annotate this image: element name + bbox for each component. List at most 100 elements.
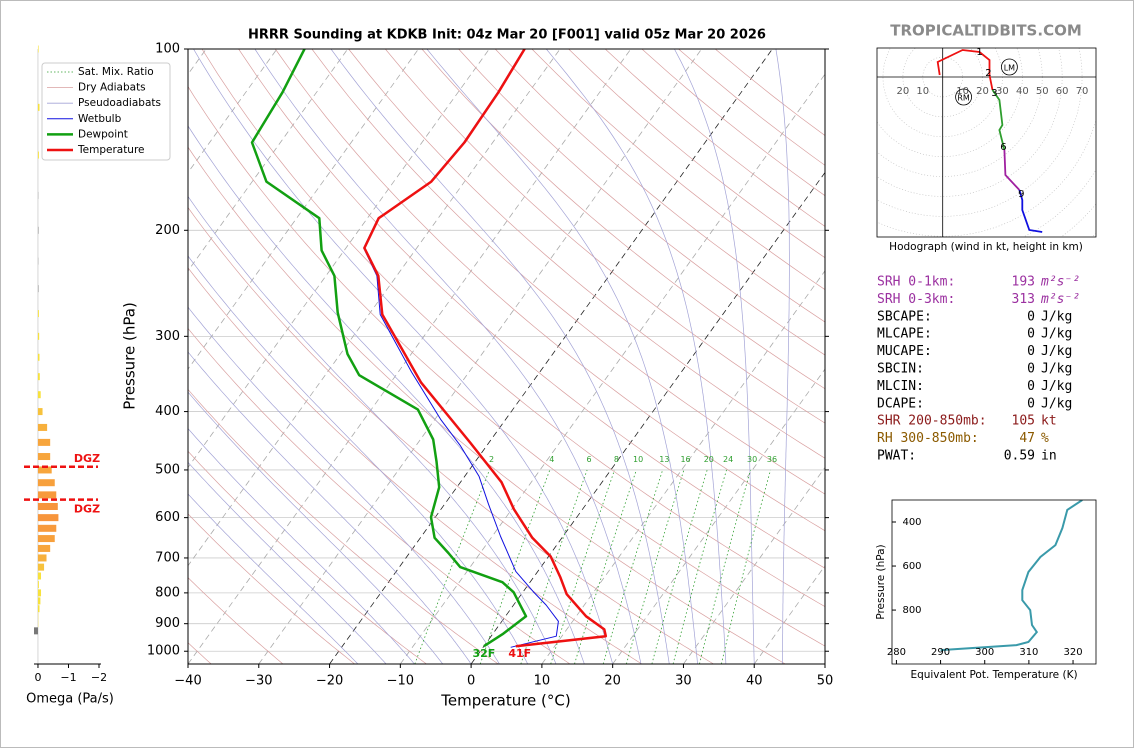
x-tick-label: 50 xyxy=(817,674,834,689)
legend-label: Sat. Mix. Ratio xyxy=(78,66,154,78)
stat-value: 0 xyxy=(1027,396,1035,411)
hodo-height-label: 9 xyxy=(1018,189,1024,200)
hodograph-plot: 20 10 10 20 30 40 50 60 70 123 6 9 RM LM xyxy=(877,47,1096,237)
y-tick-label: 700 xyxy=(155,550,180,565)
omega-bar xyxy=(37,479,55,487)
dry-adiabat xyxy=(188,146,786,664)
omega-bar xyxy=(37,151,39,159)
omega-bar xyxy=(37,563,45,571)
stat-label: SHR 200-850mb: xyxy=(877,414,987,429)
dry-adiabat xyxy=(188,450,427,664)
dry-adiabat xyxy=(188,577,284,664)
hodo-height-label: 6 xyxy=(1000,142,1006,153)
mixing-ratio-line xyxy=(651,469,708,664)
chart-title: HRRR Sounding at KDKB Init: 04z Mar 20 [… xyxy=(248,28,766,43)
y-tick-label: 500 xyxy=(155,462,180,477)
stat-unit: m²s⁻² xyxy=(1040,292,1080,307)
thetae-frame xyxy=(891,499,1097,665)
logo: TROPICALTIDBITS.COM xyxy=(890,22,1082,40)
hodo-height-label: 1 xyxy=(976,47,982,58)
stat-value: 0 xyxy=(1027,362,1035,377)
stat-value: 0 xyxy=(1027,309,1035,324)
dry-adiabat xyxy=(458,49,825,356)
omega-label: Omega (Pa/s) xyxy=(26,692,114,707)
profile-line xyxy=(363,49,608,648)
dry-adiabat xyxy=(188,206,714,664)
dry-adiabat xyxy=(188,513,355,664)
hodo-trace xyxy=(1018,189,1043,233)
omega-tick-label: 0 xyxy=(34,671,41,684)
y-tick-label: 600 xyxy=(155,510,180,525)
stat-value: 313 xyxy=(1012,292,1035,307)
omega-bar xyxy=(37,45,39,53)
dry-adiabat xyxy=(188,85,825,647)
stat-unit: in xyxy=(1041,449,1057,464)
dry-adiabat xyxy=(201,49,825,608)
stat-label: MLCIN: xyxy=(877,379,924,394)
dry-adiabat xyxy=(238,49,825,569)
pseudoadiabat xyxy=(674,49,755,664)
hodo-frame xyxy=(876,47,1097,238)
stat-label: RH 300-850mb: xyxy=(877,431,979,446)
mixing-ratio-label: 6 xyxy=(586,455,591,464)
hodo-tick-label: 20 xyxy=(976,86,989,97)
hodo-tick-label: 10 xyxy=(916,86,929,97)
hodo-tick-label: 10 xyxy=(956,86,969,97)
omega-bar xyxy=(37,408,43,416)
x-axis-label: Temperature (°C) xyxy=(440,692,570,710)
mixing-ratio-line xyxy=(602,469,664,664)
hodo-height-label: 3 xyxy=(991,88,997,99)
dgz-label: DGZ xyxy=(74,503,100,516)
omega-bar xyxy=(37,285,39,293)
mixing-ratio-label: 8 xyxy=(614,455,619,464)
pseudoadiabat xyxy=(775,49,790,664)
isotherm xyxy=(400,73,825,664)
storm-motion xyxy=(955,88,973,106)
omega-bar xyxy=(37,503,58,511)
stat-label: DCAPE: xyxy=(877,396,924,411)
stat-label: SBCAPE: xyxy=(877,309,932,324)
legend-box xyxy=(41,62,171,161)
stat-label: PWAT: xyxy=(877,449,916,464)
y-tick-label: 200 xyxy=(155,223,180,238)
mixing-ratio-line xyxy=(720,469,771,664)
pseudoadiabat xyxy=(188,461,387,664)
plot-frame xyxy=(187,48,826,665)
x-tick-label: 30 xyxy=(675,674,692,689)
thetae-x-tick-label: 290 xyxy=(931,647,950,658)
isotherm xyxy=(188,49,490,469)
mixing-ratio-label: 24 xyxy=(723,455,733,464)
y-tick-label: 300 xyxy=(155,329,180,344)
omega-bar xyxy=(37,310,39,318)
surface-dewpoint-label: 32F xyxy=(472,647,495,660)
stat-unit: J/kg xyxy=(1041,327,1072,342)
pseudoadiabat xyxy=(330,49,670,664)
dry-adiabat xyxy=(275,49,825,532)
omega-bar xyxy=(37,453,51,461)
stat-value: 0 xyxy=(1027,344,1035,359)
hodo-height-label: 2 xyxy=(985,68,991,79)
skewt-plot: 2 4 6 8 10 13 16 20 24 30 36 xyxy=(188,49,825,664)
legend-label: Dewpoint xyxy=(78,128,128,140)
mixing-ratio-label: 20 xyxy=(704,455,714,464)
y-tick-label: 400 xyxy=(155,404,180,419)
stat-value: 105 xyxy=(1012,414,1035,429)
x-tick-label: 0 xyxy=(467,674,475,689)
omega-bar xyxy=(37,226,39,234)
x-tick-label: −10 xyxy=(387,674,414,689)
stat-value: 193 xyxy=(1012,275,1035,290)
omega-bar xyxy=(37,554,47,562)
hodo-tick-label: 50 xyxy=(1036,86,1049,97)
pseudoadiabat xyxy=(188,255,529,664)
thetae-line xyxy=(940,500,1083,652)
storm-motion-label: LM xyxy=(1004,64,1015,73)
mixing-ratio-line xyxy=(479,469,551,664)
stat-unit: kt xyxy=(1041,414,1057,429)
omega-bar xyxy=(37,514,59,522)
stat-value: 0 xyxy=(1027,379,1035,394)
pseudoadiabat xyxy=(188,493,359,664)
hodo-tick-label: 60 xyxy=(1056,86,1069,97)
mixing-ratio-label: 2 xyxy=(489,455,494,464)
dry-adiabat xyxy=(188,388,499,664)
